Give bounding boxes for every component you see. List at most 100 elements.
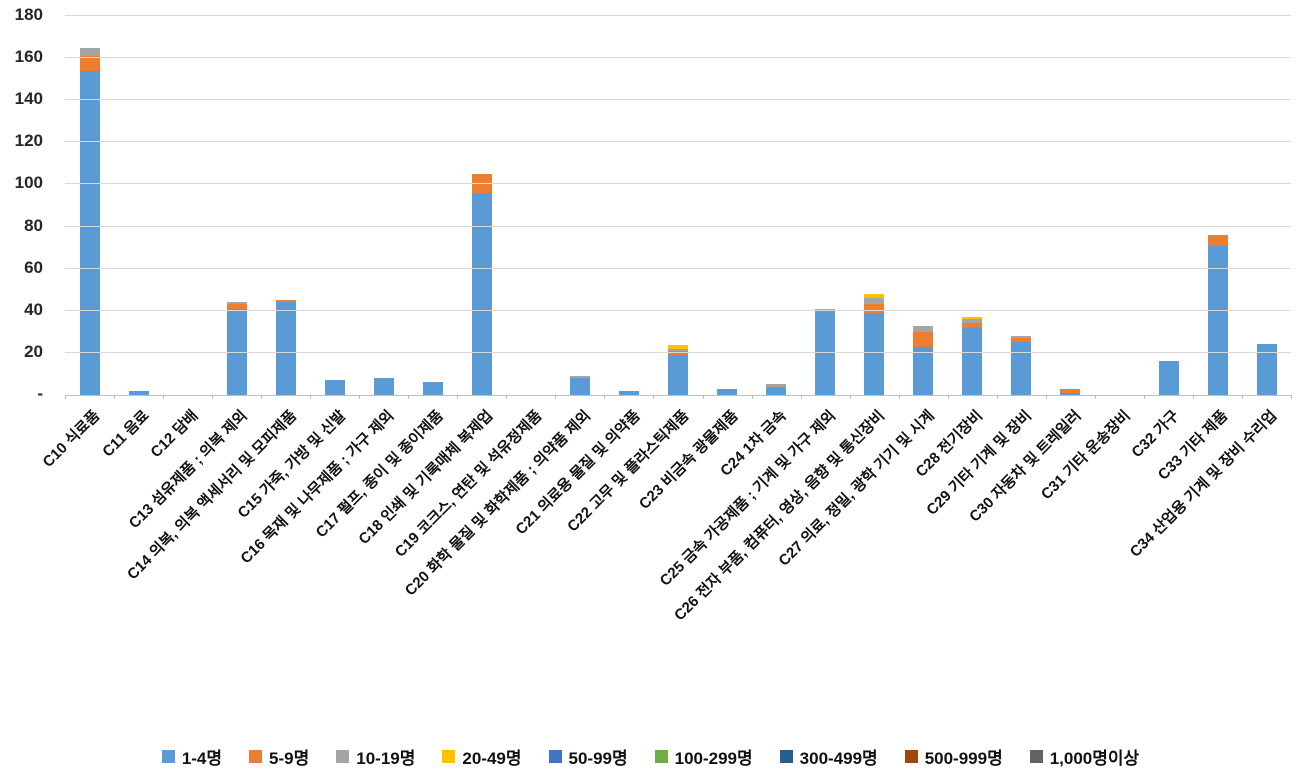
y-axis: 180 160 140 120 100 80 60 40 20 - — [0, 5, 55, 403]
category-slot — [850, 16, 899, 395]
stacked-bar — [275, 300, 296, 395]
bar-segment — [569, 378, 590, 395]
x-tick-mark — [359, 395, 361, 399]
x-tick-mark — [898, 395, 900, 399]
x-tick-mark — [1045, 395, 1047, 399]
category-slot — [948, 16, 997, 395]
y-tick-label: 20 — [24, 341, 43, 361]
x-tick-mark — [702, 395, 704, 399]
legend-label: 5-9명 — [269, 749, 310, 768]
bar-segment — [79, 70, 100, 395]
legend-label: 1,000명이상 — [1049, 749, 1140, 768]
gridline — [65, 15, 1291, 16]
bar-segment — [79, 56, 100, 71]
gridline — [65, 351, 1291, 353]
category-slot — [752, 16, 801, 395]
x-tick-mark — [114, 395, 116, 399]
y-tick-label: - — [37, 384, 43, 403]
legend-swatch-icon — [548, 750, 562, 763]
stacked-bar — [815, 308, 836, 395]
category-slot — [605, 16, 654, 395]
plot-area — [65, 15, 1292, 399]
x-tick-mark — [212, 395, 214, 399]
category-slot — [408, 16, 457, 395]
x-axis-line — [65, 395, 1291, 396]
category-slot — [1046, 16, 1095, 395]
legend-swatch-icon — [161, 750, 175, 763]
x-tick-mark — [1241, 395, 1243, 399]
gridline — [65, 141, 1291, 143]
x-tick-mark — [555, 395, 557, 399]
x-tick-mark — [506, 395, 508, 399]
y-tick-label: 40 — [24, 299, 43, 319]
legend-label: 50-99명 — [568, 749, 628, 768]
legend-swatch-icon — [779, 750, 793, 763]
bar-segment — [226, 304, 247, 309]
gridline — [65, 183, 1291, 185]
x-tick-mark — [1291, 395, 1292, 399]
legend-item: 50-99명 — [548, 744, 628, 769]
gridline — [65, 99, 1291, 101]
bar-segment — [79, 47, 100, 57]
y-tick-label: 80 — [24, 215, 43, 235]
stacked-bar — [668, 344, 689, 395]
bar-segment — [766, 386, 787, 395]
bar-segment — [1256, 344, 1277, 395]
bar-segment — [766, 384, 787, 387]
bar-segment — [128, 390, 149, 395]
x-tick-mark — [408, 395, 410, 399]
stacked-bar — [226, 302, 247, 395]
bar-segment — [471, 173, 492, 193]
bar-segment — [275, 302, 296, 395]
stacked-bar — [373, 378, 394, 395]
x-tick-mark — [310, 395, 312, 399]
stacked-bar — [766, 384, 787, 395]
category-slot — [555, 16, 604, 395]
bar-segment — [962, 327, 983, 395]
legend-swatch-icon — [904, 750, 918, 763]
category-slot — [261, 16, 310, 395]
legend-label: 10-19명 — [356, 749, 416, 768]
x-category-label: C10 식료품 — [39, 407, 104, 471]
legend-label: 300-499명 — [799, 749, 878, 768]
bar-segment — [913, 325, 934, 332]
bars-container — [65, 16, 1291, 395]
category-slot — [310, 16, 359, 395]
stacked-bar — [913, 325, 934, 395]
bar-segment — [864, 298, 885, 305]
category-slot — [1144, 16, 1193, 395]
bar-segment — [668, 348, 689, 351]
stacked-bar — [1158, 361, 1179, 395]
bar-segment — [1060, 388, 1081, 393]
legend-label: 500-999명 — [924, 749, 1003, 768]
legend-swatch-icon — [654, 750, 668, 763]
legend-item: 20-49명 — [442, 744, 522, 769]
bar-segment — [324, 380, 345, 395]
legend-item: 1-4명 — [161, 744, 223, 769]
category-slot — [212, 16, 261, 395]
stacked-bar — [962, 317, 983, 395]
legend-item: 1,000명이상 — [1029, 744, 1140, 769]
category-slot — [163, 16, 212, 395]
y-tick-label: 120 — [14, 131, 43, 151]
y-tick-label: 60 — [24, 257, 43, 277]
bar-segment — [668, 350, 689, 355]
bar-segment — [913, 331, 934, 347]
bar-segment — [815, 310, 836, 395]
y-tick-label: 140 — [14, 89, 43, 109]
stacked-bar — [422, 382, 443, 395]
category-slot — [65, 16, 114, 395]
bar-segment — [962, 323, 983, 328]
stacked-bar — [1060, 388, 1081, 395]
stacked-bar — [1011, 336, 1032, 395]
x-tick-mark — [653, 395, 655, 399]
legend-label: 1-4명 — [181, 749, 223, 768]
bar-segment — [1011, 336, 1032, 339]
legend-item: 500-999명 — [904, 744, 1003, 769]
gridline — [65, 267, 1291, 269]
category-slot — [457, 16, 506, 395]
stacked-bar — [1256, 344, 1277, 395]
x-tick-mark — [604, 395, 606, 399]
stacked-bar — [717, 388, 738, 395]
stacked-bar — [1207, 235, 1228, 395]
